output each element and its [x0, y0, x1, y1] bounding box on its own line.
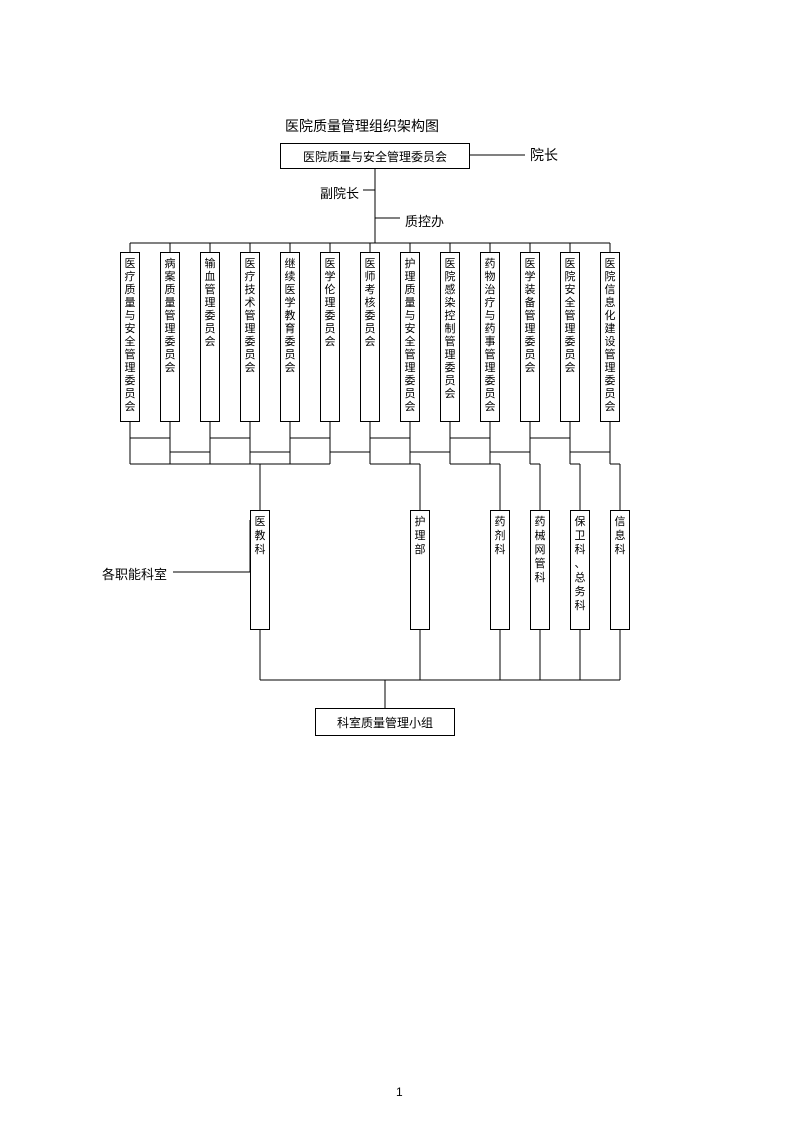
org-box: 药剂科: [490, 510, 510, 630]
org-box: 医院安全管理委员会: [560, 252, 580, 422]
bottom-group-label: 科室质量管理小组: [337, 714, 433, 731]
top-committee-box: 医院质量与安全管理委员会: [280, 143, 470, 169]
page: 医院质量管理组织架构图 医院质量与安全管理委员会 院长 副院长 质控办 各职能科…: [0, 0, 800, 1132]
label-qc-office: 质控办: [405, 211, 444, 230]
org-box: 医疗技术管理委员会: [240, 252, 260, 422]
org-box: 病案质量管理委员会: [160, 252, 180, 422]
org-box: 继续医学教育委员会: [280, 252, 300, 422]
bottom-group-box: 科室质量管理小组: [315, 708, 455, 736]
org-box: 药械网管科: [530, 510, 550, 630]
org-box: 医学伦理委员会: [320, 252, 340, 422]
org-box: 信息科: [610, 510, 630, 630]
org-box: 医学装备管理委员会: [520, 252, 540, 422]
label-director: 院长: [530, 145, 558, 165]
org-box: 医师考核委员会: [360, 252, 380, 422]
label-functional-depts: 各职能科室: [102, 564, 167, 583]
org-box: 医院信息化建设管理委员会: [600, 252, 620, 422]
org-box: 护理质量与安全管理委员会: [400, 252, 420, 422]
org-box: 医疗质量与安全管理委员会: [120, 252, 140, 422]
org-box: 护理部: [410, 510, 430, 630]
label-vice-director: 副院长: [320, 183, 359, 202]
chart-title: 医院质量管理组织架构图: [285, 116, 439, 136]
org-box: 医院感染控制管理委员会: [440, 252, 460, 422]
page-number: 1: [396, 1085, 403, 1099]
org-box: 输血管理委员会: [200, 252, 220, 422]
top-committee-label: 医院质量与安全管理委员会: [303, 148, 447, 165]
org-box: 保卫科、总务科: [570, 510, 590, 630]
org-box: 药物治疗与药事管理委员会: [480, 252, 500, 422]
org-box: 医教科: [250, 510, 270, 630]
